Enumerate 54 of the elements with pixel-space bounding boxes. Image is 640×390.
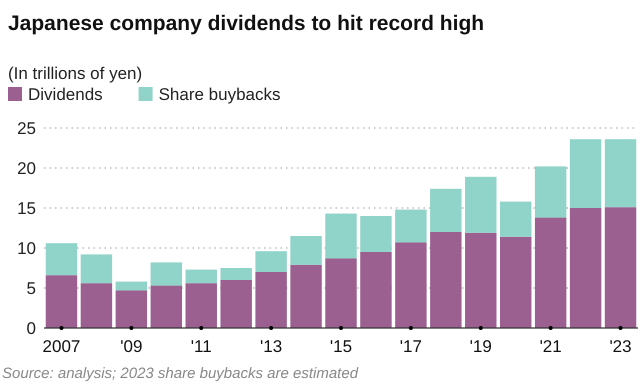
bar: [570, 139, 602, 208]
chart-title: Japanese company dividends to hit record high: [8, 12, 484, 35]
bar: [325, 258, 357, 328]
bar: [534, 166, 566, 218]
bar: [46, 275, 78, 328]
x-tick-label: '17: [400, 337, 422, 356]
legend-label: Share buybacks: [158, 85, 281, 104]
bar: [150, 262, 182, 286]
bar: [220, 280, 252, 328]
y-tick-label: 20: [17, 159, 36, 178]
x-tick-label: '19: [470, 337, 492, 356]
x-tick-label: '21: [540, 337, 562, 356]
y-tick-label: 5: [26, 279, 36, 298]
bar: [570, 208, 602, 328]
bar: [360, 252, 392, 328]
bar: [150, 286, 182, 328]
bar: [325, 214, 357, 258]
bar: [395, 210, 427, 242]
y-tick-label: 15: [17, 199, 36, 218]
chart-subtitle: (In trillions of yen): [8, 64, 142, 83]
bar: [80, 283, 112, 328]
y-tick-label: 0: [26, 319, 36, 338]
bar: [290, 264, 322, 328]
x-tick-label: '11: [190, 337, 212, 356]
bar: [500, 202, 532, 237]
bar: [186, 283, 217, 328]
bar: [220, 268, 252, 280]
bar: [534, 218, 566, 328]
bar: [430, 188, 462, 232]
source-note: Source: analysis; 2023 share buybacks are estimated: [2, 365, 359, 382]
x-tick-label: '15: [330, 337, 352, 356]
bar: [116, 290, 148, 328]
bar: [500, 236, 532, 328]
bar: [255, 272, 287, 328]
bar: [116, 282, 148, 290]
x-tick-label: '13: [260, 337, 282, 356]
bar: [360, 216, 392, 252]
bar: [604, 207, 636, 328]
y-tick-label: 10: [17, 239, 36, 258]
bar: [80, 254, 112, 284]
bar: [604, 139, 636, 208]
x-tick-label: 2007: [42, 337, 80, 356]
bar: [186, 270, 217, 284]
bar: [430, 232, 462, 328]
y-tick-label: 25: [17, 119, 36, 138]
legend-label: Dividends: [28, 85, 103, 104]
bar: [290, 236, 322, 265]
bar: [255, 251, 287, 272]
x-tick-label: '23: [609, 337, 632, 356]
bar: [46, 243, 78, 276]
bar: [395, 242, 427, 328]
bar: [465, 232, 496, 328]
bar: [465, 176, 496, 233]
x-tick-label: '09: [120, 337, 142, 356]
